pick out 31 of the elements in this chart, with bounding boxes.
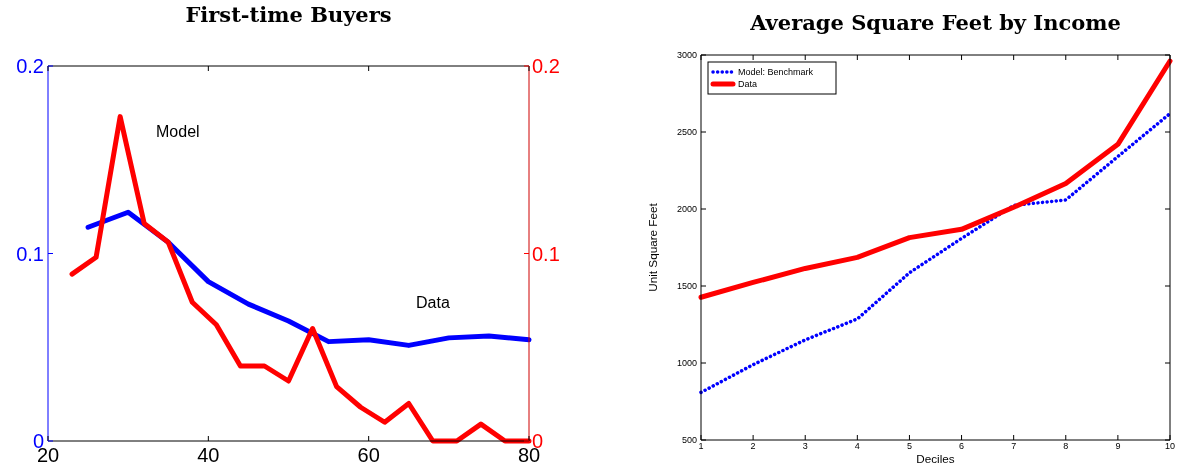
- x-tick-label: 2: [750, 441, 756, 452]
- annotation: Data: [416, 293, 450, 311]
- x-tick-label: 9: [1115, 441, 1121, 452]
- y-tick-label: 0.2: [16, 55, 44, 77]
- y-tick-label: 0.1: [16, 242, 44, 265]
- chart-title: Average Square Feet by Income: [749, 10, 1121, 35]
- y-tick-label: 2500: [676, 127, 697, 138]
- y-axis-title: Unit Square Feet: [646, 202, 659, 292]
- x-axis-title: Deciles: [916, 452, 955, 466]
- annotation: Model: [156, 122, 200, 140]
- y2-tick-label: 0.1: [532, 242, 560, 265]
- y-tick-label: 2000: [676, 204, 697, 215]
- x-tick-label: 10: [1164, 441, 1176, 452]
- x-tick-label: 4: [854, 441, 860, 452]
- x-tick-label: 60: [357, 444, 380, 466]
- x-tick-label: 3: [802, 441, 808, 452]
- y-tick-label: 1000: [676, 358, 697, 369]
- chart-title: First-time Buyers: [185, 2, 392, 27]
- x-tick-label: 8: [1063, 441, 1069, 452]
- x-tick-label: 6: [959, 441, 965, 452]
- y2-tick-label: 0.2: [532, 55, 560, 77]
- legend-label: Model: Benchmark: [738, 67, 814, 78]
- x-tick-label: 40: [197, 444, 220, 466]
- line-series: [699, 111, 1172, 395]
- x-tick-label: 5: [906, 441, 912, 452]
- x-tick-label: 7: [1011, 441, 1017, 452]
- y-tick-label: 1500: [676, 281, 697, 292]
- x-tick-label: 1: [698, 441, 704, 452]
- y-tick-label: 3000: [676, 50, 697, 61]
- y-tick-label: 500: [681, 435, 697, 446]
- legend-label: Data: [738, 79, 758, 90]
